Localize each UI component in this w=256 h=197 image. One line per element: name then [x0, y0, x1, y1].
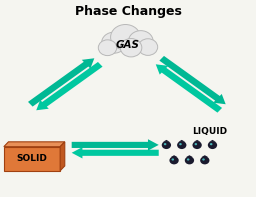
- FancyArrow shape: [159, 56, 226, 104]
- Polygon shape: [171, 155, 177, 157]
- Circle shape: [129, 31, 153, 52]
- Circle shape: [193, 141, 202, 149]
- FancyArrow shape: [36, 62, 103, 110]
- Polygon shape: [4, 147, 60, 171]
- Circle shape: [179, 143, 182, 145]
- Circle shape: [98, 40, 117, 56]
- FancyArrow shape: [28, 58, 94, 107]
- Polygon shape: [194, 140, 200, 142]
- Polygon shape: [60, 142, 65, 171]
- Circle shape: [172, 158, 174, 161]
- Circle shape: [200, 156, 209, 164]
- Circle shape: [208, 141, 217, 149]
- Text: SOLID: SOLID: [17, 154, 47, 163]
- FancyArrow shape: [72, 139, 159, 151]
- Circle shape: [164, 143, 166, 145]
- Polygon shape: [209, 140, 216, 142]
- Polygon shape: [201, 155, 208, 157]
- Circle shape: [120, 39, 142, 57]
- Circle shape: [162, 141, 171, 149]
- FancyArrow shape: [156, 64, 222, 113]
- Text: GAS: GAS: [116, 40, 140, 50]
- Circle shape: [177, 141, 186, 149]
- Circle shape: [195, 143, 197, 145]
- Circle shape: [102, 32, 126, 53]
- Text: LIQUID: LIQUID: [192, 127, 228, 136]
- Circle shape: [169, 156, 179, 164]
- Polygon shape: [4, 142, 65, 147]
- Circle shape: [187, 158, 189, 161]
- Circle shape: [111, 24, 140, 50]
- FancyArrow shape: [72, 147, 159, 158]
- Circle shape: [210, 143, 212, 145]
- Polygon shape: [163, 140, 170, 142]
- Circle shape: [138, 39, 158, 55]
- Circle shape: [202, 158, 205, 161]
- Polygon shape: [178, 140, 185, 142]
- Text: Phase Changes: Phase Changes: [74, 6, 182, 19]
- Polygon shape: [186, 155, 193, 157]
- Circle shape: [185, 156, 194, 164]
